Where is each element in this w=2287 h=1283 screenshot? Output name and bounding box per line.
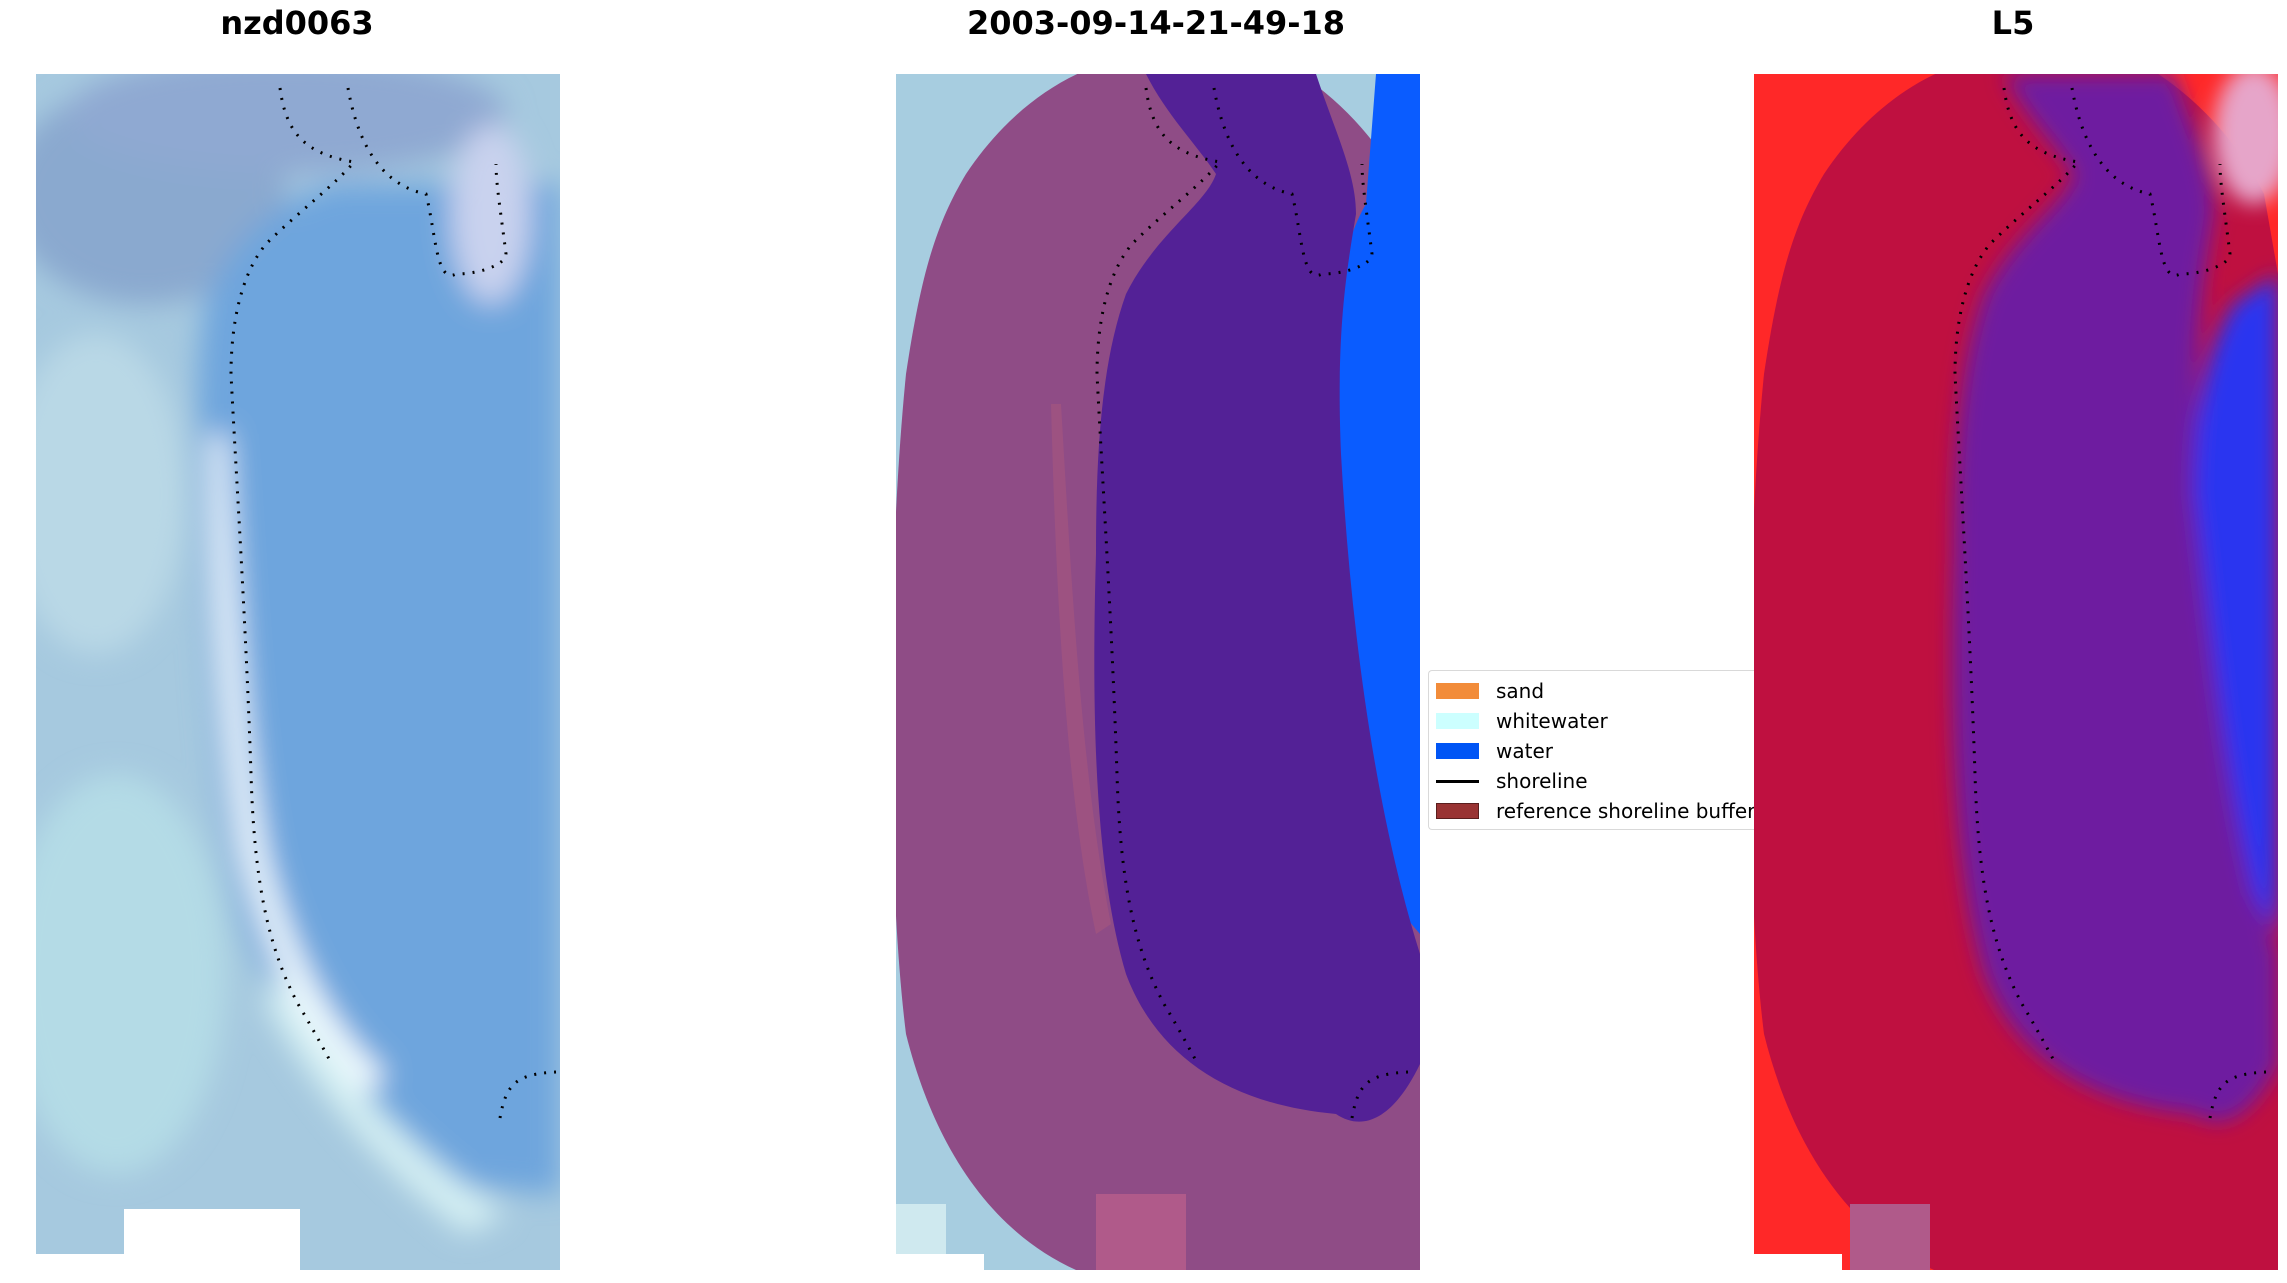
legend-label-shoreline: shoreline [1496,769,1588,793]
legend-item-whitewater: whitewater [1436,709,1608,733]
legend-label-whitewater: whitewater [1496,709,1608,733]
legend: sand whitewater water shoreline referenc… [1428,670,1779,830]
legend-item-water: water [1436,739,1553,763]
classified-image-panel [896,74,1420,1270]
rgb-image-panel [36,74,560,1270]
whitewater-swatch [1436,713,1479,729]
legend-item-shoreline: shoreline [1436,769,1588,793]
sand-swatch [1436,683,1479,699]
legend-label-reference-buffer: reference shoreline buffer [1496,799,1756,823]
legend-label-sand: sand [1496,679,1545,703]
water-swatch [1436,743,1479,759]
panel-title-rgb: nzd0063 [220,4,374,42]
panel-title-index: L5 [1991,4,2035,42]
panel-title-classified: 2003-09-14-21-49-18 [966,4,1346,42]
shoreline-swatch [1436,779,1479,783]
reference-buffer-swatch [1436,803,1479,819]
legend-item-reference-buffer: reference shoreline buffer [1436,799,1755,823]
legend-item-sand: sand [1436,679,1544,703]
legend-label-water: water [1496,739,1553,763]
index-image-panel [1754,74,2278,1270]
classified-water-region [1094,74,1420,1122]
